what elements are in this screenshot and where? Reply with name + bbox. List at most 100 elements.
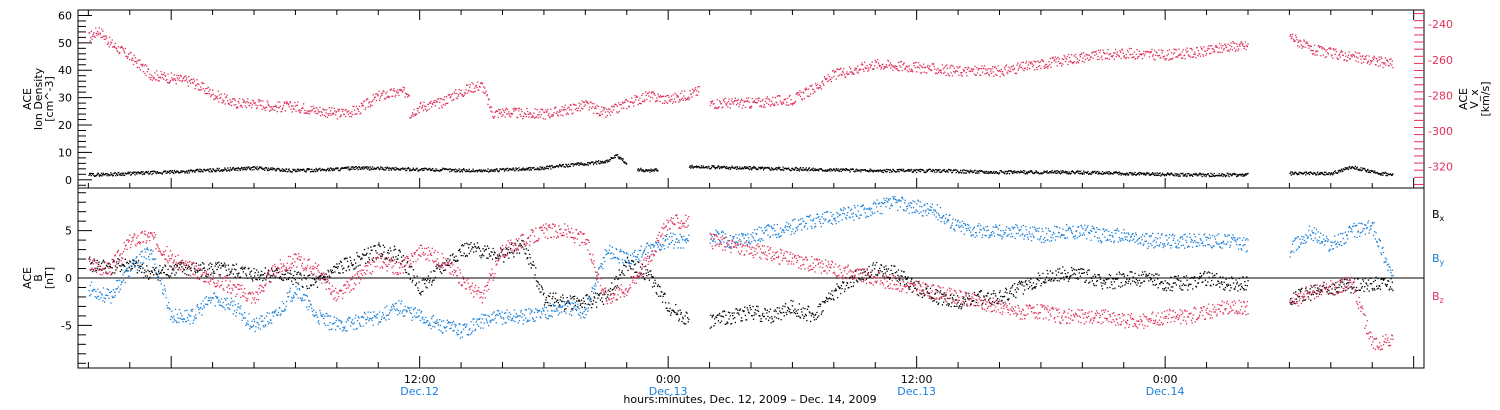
vx-series-point [455,97,457,99]
density-series-point [863,169,865,171]
vx-series-point [1385,64,1387,66]
vx-series-point [1173,52,1176,54]
density-series-point [828,168,831,170]
density-series-point [1314,172,1316,175]
density-series-point [1064,170,1067,173]
vx-series-point [813,88,815,91]
density-series-point [1010,170,1012,172]
vx-series-point [1152,55,1154,57]
bx-series-point [475,250,477,252]
density-series-point [311,168,313,170]
vx-series-point [314,107,316,109]
vx-series-point [443,99,445,101]
vx-series-point [434,105,436,107]
vx-series-point [1034,69,1036,71]
vx-series-point [732,103,735,105]
bx-series-point [195,262,197,264]
density-series-point [411,169,413,171]
vx-series-point [631,101,634,103]
vx-series-point [864,61,866,63]
vx-series-point [417,110,419,112]
vx-series-point [427,103,430,105]
bx-series-point [297,282,299,284]
density-series-point [207,168,209,170]
bx-series-point [313,284,315,286]
density-series-point [118,172,120,174]
vx-series-point [581,100,583,102]
vx-series-point [143,65,145,67]
vx-series-point [913,65,915,67]
bx-series-point [548,304,550,307]
bx-series-point [563,300,565,303]
vx-series-point [120,46,122,48]
vx-series-point [302,107,304,109]
density-series-point [725,166,728,168]
density-series-point [218,167,220,170]
density-series-point [511,168,514,170]
vx-series-point [1322,54,1324,56]
vx-series-point [843,74,846,76]
vx-series-point [910,70,912,72]
bx-series-point [437,264,439,266]
vx-series-point [609,108,611,110]
vx-series-point [1371,60,1373,63]
vx-series-point [683,95,685,97]
vx-series-point [1016,64,1018,66]
bx-series-point [422,278,425,280]
vx-series-point [1007,69,1009,72]
density-series-point [835,167,837,170]
bx-series-point [367,247,369,249]
bx-series-point [533,277,536,279]
bx-series-point [97,263,100,265]
density-series-point [491,170,494,172]
vx-series-point [682,99,684,101]
vx-series-point [502,114,504,116]
density-series-point [234,169,236,171]
vx-series-point [263,107,265,109]
density-series-point [933,170,935,172]
vx-series-point [659,100,661,103]
density-series-point [193,170,195,172]
density-series-point [257,169,259,171]
vx-series-point [551,114,553,116]
vx-series-point [426,109,428,111]
bx-series-point [173,269,175,271]
density-series-point [943,168,945,171]
vx-series-point [1310,45,1312,47]
density-series-point [1236,174,1238,176]
density-series-point [530,168,532,170]
vx-series-point [1111,56,1114,58]
bx-series-point [153,274,155,276]
vx-series-point [362,105,364,107]
vx-series-point [623,107,625,109]
bx-series-point [597,294,600,296]
vx-series-point [385,92,387,95]
density-series-point [547,168,549,170]
vx-series-point [655,101,657,103]
vx-series-point [474,90,476,92]
density-series-point [1124,172,1126,175]
vx-series-point [1152,54,1154,56]
vx-series-point [162,74,164,76]
vx-series-point [636,96,639,98]
density-series-point [1160,175,1162,177]
vx-series-point [464,93,466,95]
density-series-point [539,166,541,168]
vx-series-point [392,95,394,97]
density-series-point [456,170,458,173]
density-series-point [304,171,307,173]
vx-series-point [442,103,445,106]
vx-series-point [1116,53,1118,55]
vx-series-point [671,98,673,100]
density-series-point [1145,174,1147,176]
vx-series-point [537,114,539,116]
density-series-point [479,169,481,172]
vx-series-point [761,100,763,102]
density-series-point [234,167,236,170]
vx-series-point [109,36,111,38]
bx-series-point [525,248,527,250]
vx-series-point [903,62,905,64]
density-series-point [896,169,898,171]
bx-series-point [319,276,321,278]
vx-series-point [633,101,635,103]
